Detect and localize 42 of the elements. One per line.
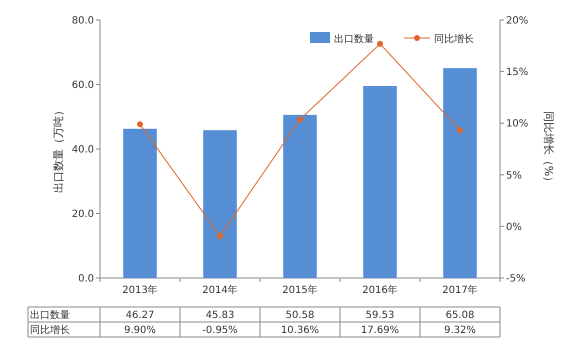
y-axis-title: 出口数量（万吨）: [52, 105, 65, 193]
y-tick-label: 40.0: [72, 144, 94, 156]
text: 出口数量: [30, 310, 70, 321]
data-label: 50.58: [286, 310, 314, 321]
x-tick-label: 2013年: [122, 284, 158, 296]
y2-tick-label: 5%: [506, 170, 522, 182]
data-label: 46.27: [126, 310, 154, 321]
x-tick-label: 2017年: [442, 284, 478, 296]
text: 同比增长: [30, 325, 70, 336]
legend-label: 同比增长: [434, 33, 474, 45]
data-label: -0.95%: [202, 325, 238, 336]
y2-tick-label: -5%: [506, 274, 526, 284]
x-tick-label: 2016年: [362, 284, 398, 296]
y2-tick-label: 15%: [506, 67, 528, 78]
y2-tick-label: 20%: [506, 16, 528, 26]
y2-axis-title: 同比增长（%）: [542, 110, 555, 188]
point: [377, 40, 383, 47]
bar: [283, 114, 317, 278]
data-label: 9.90%: [124, 325, 156, 336]
data-label: 59.53: [366, 310, 394, 321]
point: [457, 127, 463, 134]
y-tick-label: 60.0: [72, 80, 94, 91]
x-tick-label: 2014年: [202, 284, 238, 296]
point: [217, 233, 223, 240]
data-label: 45.83: [206, 310, 234, 321]
y2-tick-label: 0%: [506, 222, 522, 233]
bar: [123, 128, 157, 278]
point: [137, 121, 143, 128]
bar: [443, 68, 477, 278]
x-tick-label: 2015年: [282, 284, 318, 296]
legend-label: 出口数量: [334, 33, 374, 45]
y-tick-label: 20.0: [72, 209, 94, 220]
point: [297, 116, 303, 122]
bar: [203, 130, 237, 278]
data-label: 9.32%: [444, 325, 476, 336]
bar: [363, 86, 397, 278]
data-label: 65.08: [446, 310, 474, 321]
data-label: 10.36%: [280, 325, 320, 336]
data-label: 17.69%: [360, 325, 400, 336]
y-tick-label: 80.0: [72, 16, 94, 26]
y2-tick-label: 10%: [506, 118, 528, 130]
y-tick-label: 0.0: [78, 274, 94, 284]
